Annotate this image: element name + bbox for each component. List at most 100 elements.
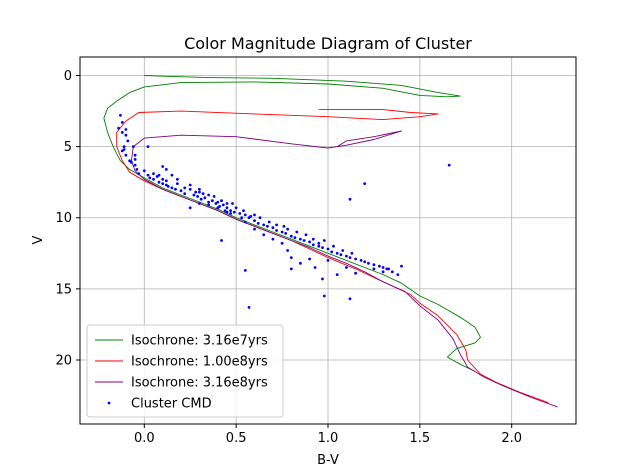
x-tick-label: 0.0 bbox=[134, 431, 155, 446]
cluster-point bbox=[381, 266, 385, 269]
cluster-point bbox=[229, 209, 233, 213]
cluster-point bbox=[225, 206, 229, 210]
cluster-point bbox=[308, 257, 311, 261]
cluster-point bbox=[335, 251, 339, 255]
cluster-point bbox=[225, 202, 229, 205]
cluster-point bbox=[117, 126, 120, 130]
cluster-point bbox=[354, 271, 357, 275]
cluster-point bbox=[350, 251, 354, 255]
cluster-point bbox=[247, 306, 251, 309]
cluster-point bbox=[170, 173, 174, 177]
cluster-point bbox=[308, 240, 311, 244]
cluster-point bbox=[345, 266, 348, 269]
x-tick-label: 0.5 bbox=[226, 431, 247, 446]
x-tick-label: 2.0 bbox=[501, 431, 522, 446]
cluster-point bbox=[348, 297, 352, 301]
cluster-point bbox=[174, 187, 177, 191]
cluster-point bbox=[280, 241, 284, 245]
cluster-point bbox=[221, 203, 225, 207]
cluster-point bbox=[161, 177, 165, 181]
cluster-point bbox=[262, 233, 266, 237]
cluster-point bbox=[207, 203, 211, 207]
cluster-point bbox=[304, 233, 308, 237]
cluster-point bbox=[157, 173, 161, 177]
cluster-point bbox=[124, 153, 128, 157]
legend-label-iso-3-16e8: Isochrone: 3.16e8yrs bbox=[131, 376, 268, 391]
cluster-point bbox=[212, 195, 216, 198]
cluster-point bbox=[253, 227, 256, 231]
cluster-point bbox=[122, 145, 126, 149]
cluster-point bbox=[142, 169, 146, 173]
cluster-point bbox=[124, 133, 128, 137]
grid bbox=[80, 57, 576, 424]
y-axis-label: V bbox=[31, 235, 46, 244]
cluster-point bbox=[176, 177, 179, 181]
cluster-point bbox=[262, 223, 266, 227]
cluster-point bbox=[243, 220, 247, 224]
cluster-point bbox=[131, 145, 135, 149]
cluster-point bbox=[256, 222, 260, 225]
cluster-point bbox=[161, 165, 165, 168]
cluster-point bbox=[170, 186, 174, 190]
cluster-point bbox=[133, 153, 137, 157]
cluster-point bbox=[266, 224, 269, 228]
cluster-point bbox=[152, 177, 155, 181]
cluster-point bbox=[286, 227, 289, 231]
cluster-point bbox=[120, 131, 124, 134]
cluster-point bbox=[238, 212, 242, 215]
cluster-point bbox=[322, 239, 326, 242]
cluster-point bbox=[188, 183, 192, 187]
cluster-point bbox=[234, 206, 238, 210]
cluster-point bbox=[400, 264, 403, 268]
cluster-point bbox=[220, 239, 223, 242]
cluster-point bbox=[390, 270, 394, 274]
legend-swatch-cluster-cmd bbox=[107, 401, 111, 405]
cluster-point bbox=[229, 212, 233, 215]
cluster-point bbox=[289, 256, 293, 259]
cluster-point bbox=[198, 187, 201, 191]
cluster-point bbox=[176, 182, 179, 186]
cluster-point bbox=[381, 270, 385, 274]
cluster-point bbox=[179, 189, 183, 193]
cluster-point bbox=[220, 199, 223, 203]
y-tick-label: 15 bbox=[55, 282, 72, 297]
cluster-point bbox=[216, 200, 220, 204]
cluster-point bbox=[225, 210, 229, 214]
cluster-point bbox=[359, 259, 363, 262]
cluster-point bbox=[293, 236, 297, 240]
cluster-point bbox=[130, 160, 133, 164]
cluster-point bbox=[367, 261, 370, 265]
cluster-point bbox=[275, 229, 278, 232]
cluster-point bbox=[126, 139, 130, 143]
cluster-point bbox=[267, 220, 271, 224]
cluster-point bbox=[240, 216, 244, 220]
cluster-point bbox=[339, 253, 343, 257]
y-tick-label: 5 bbox=[64, 140, 72, 155]
cluster-point bbox=[299, 237, 302, 241]
cluster-point bbox=[311, 243, 315, 247]
cluster-point bbox=[194, 190, 198, 194]
cluster-point bbox=[198, 190, 201, 194]
cluster-point bbox=[152, 172, 155, 176]
plot-series bbox=[103, 75, 558, 408]
legend-label-iso-1-00e8: Isochrone: 1.00e8yrs bbox=[131, 355, 268, 370]
cluster-point bbox=[157, 180, 161, 184]
cluster-point bbox=[243, 213, 247, 217]
cluster-point bbox=[119, 113, 122, 117]
cluster-point bbox=[363, 260, 367, 264]
cluster-point bbox=[249, 214, 253, 218]
cluster-point bbox=[363, 182, 367, 186]
cluster-point bbox=[332, 244, 335, 248]
cluster-point bbox=[196, 195, 200, 198]
cluster-point bbox=[321, 246, 324, 250]
cluster-point bbox=[335, 273, 339, 276]
cluster-point bbox=[133, 158, 137, 161]
chart-title: Color Magnitude Diagram of Cluster bbox=[184, 34, 472, 53]
cluster-point bbox=[282, 224, 286, 228]
cluster-point bbox=[345, 254, 348, 258]
cluster-point bbox=[317, 241, 321, 245]
cluster-point bbox=[146, 145, 150, 149]
cluster-point bbox=[299, 261, 302, 265]
cluster-point bbox=[161, 182, 165, 186]
cluster-point bbox=[317, 244, 321, 248]
